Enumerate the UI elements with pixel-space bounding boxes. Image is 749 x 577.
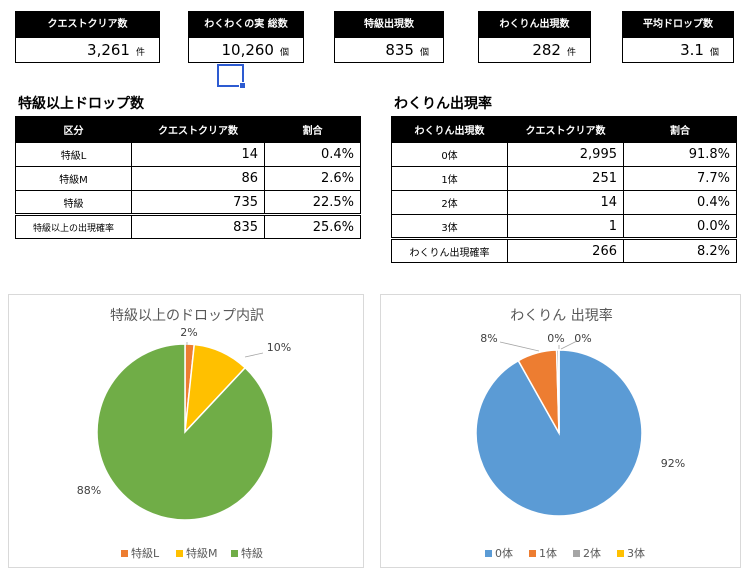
cell-category[interactable]: 特級 — [15, 190, 132, 215]
kpi-special-count: 特級出現数 835 個 — [334, 11, 444, 63]
pie-slice[interactable] — [96, 343, 274, 521]
cell-category[interactable]: 特級以上の出現確率 — [15, 213, 132, 239]
legend-label: 3体 — [627, 546, 645, 560]
legend-swatch — [176, 550, 183, 557]
legend-label: 0体 — [495, 546, 513, 560]
kpi-label: わくわくの実 総数 — [189, 12, 303, 38]
legend-swatch — [617, 550, 624, 557]
cell-count[interactable]: 251 — [507, 166, 624, 191]
pie-chart-special: 特級以上のドロップ内訳 2% 10% 88% 特級L 特級M 特級 — [77, 308, 291, 560]
drop-table: 区分 クエストクリア数 割合 特級L 14 0.4% 特級M 86 2.6% 特… — [15, 116, 361, 239]
data-label: 92% — [661, 457, 685, 470]
col-header: クエストクリア数 — [131, 116, 265, 143]
legend-swatch — [573, 550, 580, 557]
legend-swatch — [529, 550, 536, 557]
kpi-unit: 個 — [279, 48, 289, 58]
drop-table-title: 特級以上ドロップ数 — [18, 96, 144, 112]
legend-swatch — [231, 550, 238, 557]
cell-category[interactable]: 特級L — [15, 142, 132, 167]
leader-line — [499, 341, 540, 352]
col-header: 区分 — [15, 116, 132, 143]
cell-category[interactable]: わくりん出現確率 — [391, 237, 508, 263]
table-row: 0体 2,995 91.8% — [391, 142, 737, 167]
table-row: 3体 1 0.0% — [391, 214, 737, 239]
kpi-label: 平均ドロップ数 — [623, 12, 733, 38]
kpi-label: クエストクリア数 — [16, 12, 159, 38]
wakurin-table-title: わくりん出現率 — [394, 96, 492, 112]
chart-special-drop[interactable]: 特級以上のドロップ内訳 2% 10% 88% 特級L 特級M 特級 — [8, 294, 364, 568]
table-row: 2体 14 0.4% — [391, 190, 737, 215]
kpi-value: 835 — [385, 41, 414, 59]
col-header: 割合 — [264, 116, 361, 143]
kpi-quest-clear: クエストクリア数 3,261 件 — [15, 11, 160, 63]
kpi-label: 特級出現数 — [335, 12, 443, 38]
chart-wakurin[interactable]: わくりん 出現率 92% 8% 0% 0% 0体 1体 2体 3体 — [380, 294, 741, 568]
leader-line — [560, 340, 578, 350]
cell-category[interactable]: 0体 — [391, 142, 508, 167]
kpi-unit: 件 — [566, 48, 576, 58]
col-header: 割合 — [623, 116, 737, 143]
cell-ratio[interactable]: 2.6% — [264, 166, 361, 191]
cell-ratio[interactable]: 25.6% — [264, 213, 361, 239]
data-label: 0% — [547, 332, 564, 345]
kpi-label: わくりん出現数 — [479, 12, 590, 38]
cell-count[interactable]: 86 — [131, 166, 265, 191]
kpi-value: 3,261 — [87, 41, 130, 59]
data-label: 8% — [480, 332, 497, 345]
cell-count[interactable]: 1 — [507, 214, 624, 239]
kpi-unit: 個 — [419, 48, 429, 58]
cell-count[interactable]: 2,995 — [507, 142, 624, 167]
table-row: 特級M 86 2.6% — [15, 166, 361, 191]
legend-label: 1体 — [539, 546, 557, 560]
cell-ratio[interactable]: 0.4% — [264, 142, 361, 167]
legend-label: 2体 — [583, 546, 601, 560]
data-label: 88% — [77, 484, 101, 497]
cell-count[interactable]: 835 — [131, 213, 265, 239]
table-row: 特級 735 22.5% — [15, 190, 361, 215]
kpi-value: 282 — [532, 41, 561, 59]
cell-count[interactable]: 266 — [507, 237, 624, 263]
cell-ratio[interactable]: 0.4% — [623, 190, 737, 215]
table-row: 1体 251 7.7% — [391, 166, 737, 191]
cell-ratio[interactable]: 22.5% — [264, 190, 361, 215]
kpi-value: 10,260 — [221, 41, 274, 59]
cell-count[interactable]: 14 — [131, 142, 265, 167]
chart-title: 特級以上のドロップ内訳 — [110, 308, 264, 324]
data-label: 10% — [267, 341, 291, 354]
legend-label: 特級M — [186, 546, 218, 560]
table-row: 特級L 14 0.4% — [15, 142, 361, 167]
col-header: クエストクリア数 — [507, 116, 624, 143]
legend-label: 特級L — [131, 546, 160, 560]
wakurin-table: わくりん出現数 クエストクリア数 割合 0体 2,995 91.8% 1体 25… — [391, 116, 737, 263]
kpi-value: 3.1 — [680, 41, 704, 59]
cell-ratio[interactable]: 8.2% — [623, 237, 737, 263]
cell-count[interactable]: 735 — [131, 190, 265, 215]
cell-ratio[interactable]: 91.8% — [623, 142, 737, 167]
legend-swatch — [121, 550, 128, 557]
fill-handle[interactable] — [239, 82, 246, 89]
col-header: わくりん出現数 — [391, 116, 508, 143]
kpi-avg-drop: 平均ドロップ数 3.1 個 — [622, 11, 734, 63]
kpi-unit: 個 — [709, 48, 719, 58]
legend-swatch — [485, 550, 492, 557]
data-label: 2% — [180, 326, 197, 339]
kpi-fruit-total: わくわくの実 総数 10,260 個 — [188, 11, 304, 63]
data-label: 0% — [574, 332, 591, 345]
selected-cell[interactable] — [217, 64, 246, 89]
cell-ratio[interactable]: 0.0% — [623, 214, 737, 239]
table-total-row: 特級以上の出現確率 835 25.6% — [15, 213, 361, 239]
cell-count[interactable]: 14 — [507, 190, 624, 215]
leader-line — [244, 352, 264, 358]
cell-category[interactable]: 1体 — [391, 166, 508, 191]
legend-label: 特級 — [241, 546, 263, 560]
cell-category[interactable]: 特級M — [15, 166, 132, 191]
cell-category[interactable]: 3体 — [391, 214, 508, 239]
chart-title: わくりん 出現率 — [510, 307, 612, 324]
cell-ratio[interactable]: 7.7% — [623, 166, 737, 191]
kpi-wakurin-count: わくりん出現数 282 件 — [478, 11, 591, 63]
table-total-row: わくりん出現確率 266 8.2% — [391, 237, 737, 263]
kpi-unit: 件 — [135, 48, 145, 58]
cell-category[interactable]: 2体 — [391, 190, 508, 215]
pie-chart-wakurin: わくりん 出現率 92% 8% 0% 0% 0体 1体 2体 3体 — [475, 307, 685, 560]
